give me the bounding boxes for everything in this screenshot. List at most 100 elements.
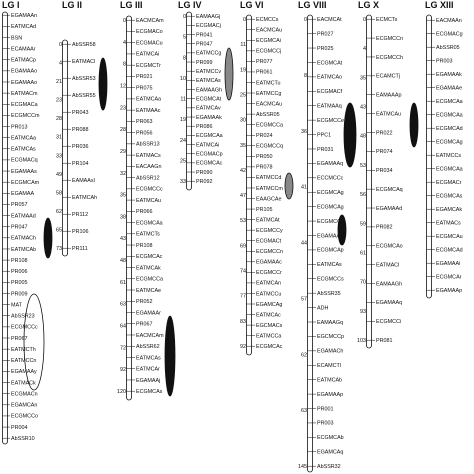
position-label: 10 bbox=[180, 76, 186, 82]
position-label: 35 bbox=[120, 193, 126, 199]
marker-label: PR057 bbox=[11, 202, 27, 208]
position-label: 28 bbox=[56, 116, 62, 122]
marker-label: ECGMCAa bbox=[436, 99, 463, 105]
position-label: 93 bbox=[360, 309, 366, 315]
marker-label: EATMCAi bbox=[196, 142, 219, 148]
marker-label: EATMCAn bbox=[256, 281, 281, 287]
marker-label: AbSSR10 bbox=[11, 436, 35, 442]
marker-label: PR078 bbox=[256, 165, 272, 171]
marker-label: EATMCAc bbox=[256, 312, 281, 318]
marker-label: ECCMCCc bbox=[317, 176, 344, 182]
marker-label: ECGMCCj bbox=[256, 49, 281, 55]
marker-label: EATMAAq bbox=[317, 104, 342, 110]
marker-label: PR112 bbox=[72, 212, 88, 218]
marker-label: ECGMACn bbox=[11, 391, 38, 397]
marker-label: ECGMCAg bbox=[436, 140, 463, 146]
qtl-oval bbox=[343, 102, 357, 168]
marker-label: PR106 bbox=[72, 229, 88, 235]
marker-label: EATMACp bbox=[11, 58, 36, 64]
position-label: 145 bbox=[298, 464, 307, 470]
marker-label: ECGMCAg bbox=[317, 190, 344, 196]
marker-label: BSN bbox=[11, 35, 22, 41]
marker-label: EGAMAAk bbox=[196, 115, 222, 121]
marker-label: EGAMAAr bbox=[136, 310, 161, 316]
qtl-oval bbox=[164, 315, 176, 397]
marker-label: EGAMAAq bbox=[376, 300, 402, 306]
chromosome-bar bbox=[366, 14, 372, 349]
linkage-group-title: LG X bbox=[358, 0, 379, 10]
marker-label: ECGMCAq bbox=[376, 187, 403, 193]
marker-label: ADH bbox=[317, 305, 328, 311]
marker-label: PR050 bbox=[256, 154, 272, 160]
marker-label: ECGMCAd bbox=[436, 126, 463, 132]
marker-label: ECGMCAa bbox=[436, 113, 463, 119]
marker-label: EATMCAe bbox=[136, 288, 161, 294]
qtl-oval bbox=[43, 217, 53, 259]
marker-label: PR056 bbox=[136, 130, 152, 136]
marker-label: ECGMACo bbox=[136, 29, 163, 35]
marker-label: ECGMCAs bbox=[436, 194, 463, 200]
position-label: 59 bbox=[360, 221, 366, 227]
marker-label: EGAMAAj bbox=[136, 378, 160, 384]
position-label: 35 bbox=[360, 75, 366, 81]
marker-label: ECAMCTl bbox=[317, 363, 341, 369]
marker-label: EGAMAAe bbox=[436, 86, 462, 92]
marker-label: EGAMAAq bbox=[317, 161, 343, 167]
marker-label: EATMCAi bbox=[136, 52, 159, 58]
position-label: 49 bbox=[56, 172, 62, 178]
marker-label: PR031 bbox=[317, 147, 333, 153]
position-label: 57 bbox=[301, 296, 307, 302]
marker-label: ECGMACa bbox=[11, 102, 38, 108]
marker-label: EACMCAt bbox=[317, 17, 342, 23]
marker-label: EGAMAAy bbox=[11, 369, 37, 375]
marker-label: PR006 bbox=[11, 269, 27, 275]
position-label: 12 bbox=[120, 83, 126, 89]
marker-label: PR025 bbox=[317, 46, 333, 52]
marker-label: ECGMCCm bbox=[11, 113, 40, 119]
position-label: 53 bbox=[360, 163, 366, 169]
marker-label: EATMCTu bbox=[256, 80, 281, 86]
marker-label: PR077 bbox=[256, 59, 272, 65]
marker-label: ECGMCCc bbox=[11, 325, 38, 331]
linkage-group-title: LG I bbox=[2, 0, 20, 10]
marker-label: ECGMACg bbox=[436, 32, 463, 38]
position-label: 0 bbox=[123, 18, 126, 24]
linkage-group-title: LG VI bbox=[240, 0, 264, 10]
marker-label: EATMCAa bbox=[136, 97, 161, 103]
marker-label: PR047 bbox=[11, 225, 27, 231]
position-label: 25 bbox=[180, 158, 186, 164]
marker-label: EATMCCa bbox=[256, 333, 281, 339]
marker-label: AbSSR05 bbox=[256, 112, 280, 118]
marker-label: ECGMCCi bbox=[376, 319, 401, 325]
marker-label: ECGMCAr bbox=[436, 275, 462, 281]
position-label: 47 bbox=[240, 193, 246, 199]
marker-label: PR003 bbox=[317, 421, 333, 427]
marker-label: PR027 bbox=[317, 31, 333, 37]
marker-label: PR111 bbox=[72, 246, 88, 252]
marker-label: ECGMCCo bbox=[11, 414, 38, 420]
marker-label: PR022 bbox=[376, 130, 392, 136]
marker-label: PR082 bbox=[376, 225, 392, 231]
linkage-group-title: LG III bbox=[120, 0, 143, 10]
marker-label: ECMCCs bbox=[256, 17, 279, 23]
position-label: 48 bbox=[360, 134, 366, 140]
marker-label: EGAMAAc bbox=[256, 260, 282, 266]
marker-label: PR024 bbox=[256, 133, 272, 139]
marker-label: PR063 bbox=[136, 119, 152, 125]
position-label: 23 bbox=[56, 98, 62, 104]
position-label: 41 bbox=[301, 185, 307, 191]
marker-label: EAMAAAp bbox=[376, 93, 401, 99]
position-label: 120 bbox=[117, 389, 126, 395]
marker-label: AbSSR05 bbox=[436, 45, 460, 51]
marker-label: PR075 bbox=[136, 85, 152, 91]
position-label: 74 bbox=[240, 269, 246, 275]
marker-label: EGAMAAn bbox=[11, 13, 37, 19]
marker-label: EATMCAv bbox=[196, 106, 221, 112]
qtl-oval bbox=[224, 47, 234, 101]
marker-label: AbSSR13 bbox=[136, 142, 160, 148]
marker-label: EATMACl bbox=[72, 59, 95, 65]
linkage-group-title: LG II bbox=[62, 0, 82, 10]
position-label: 0 bbox=[183, 14, 186, 20]
position-label: 25 bbox=[240, 92, 246, 98]
